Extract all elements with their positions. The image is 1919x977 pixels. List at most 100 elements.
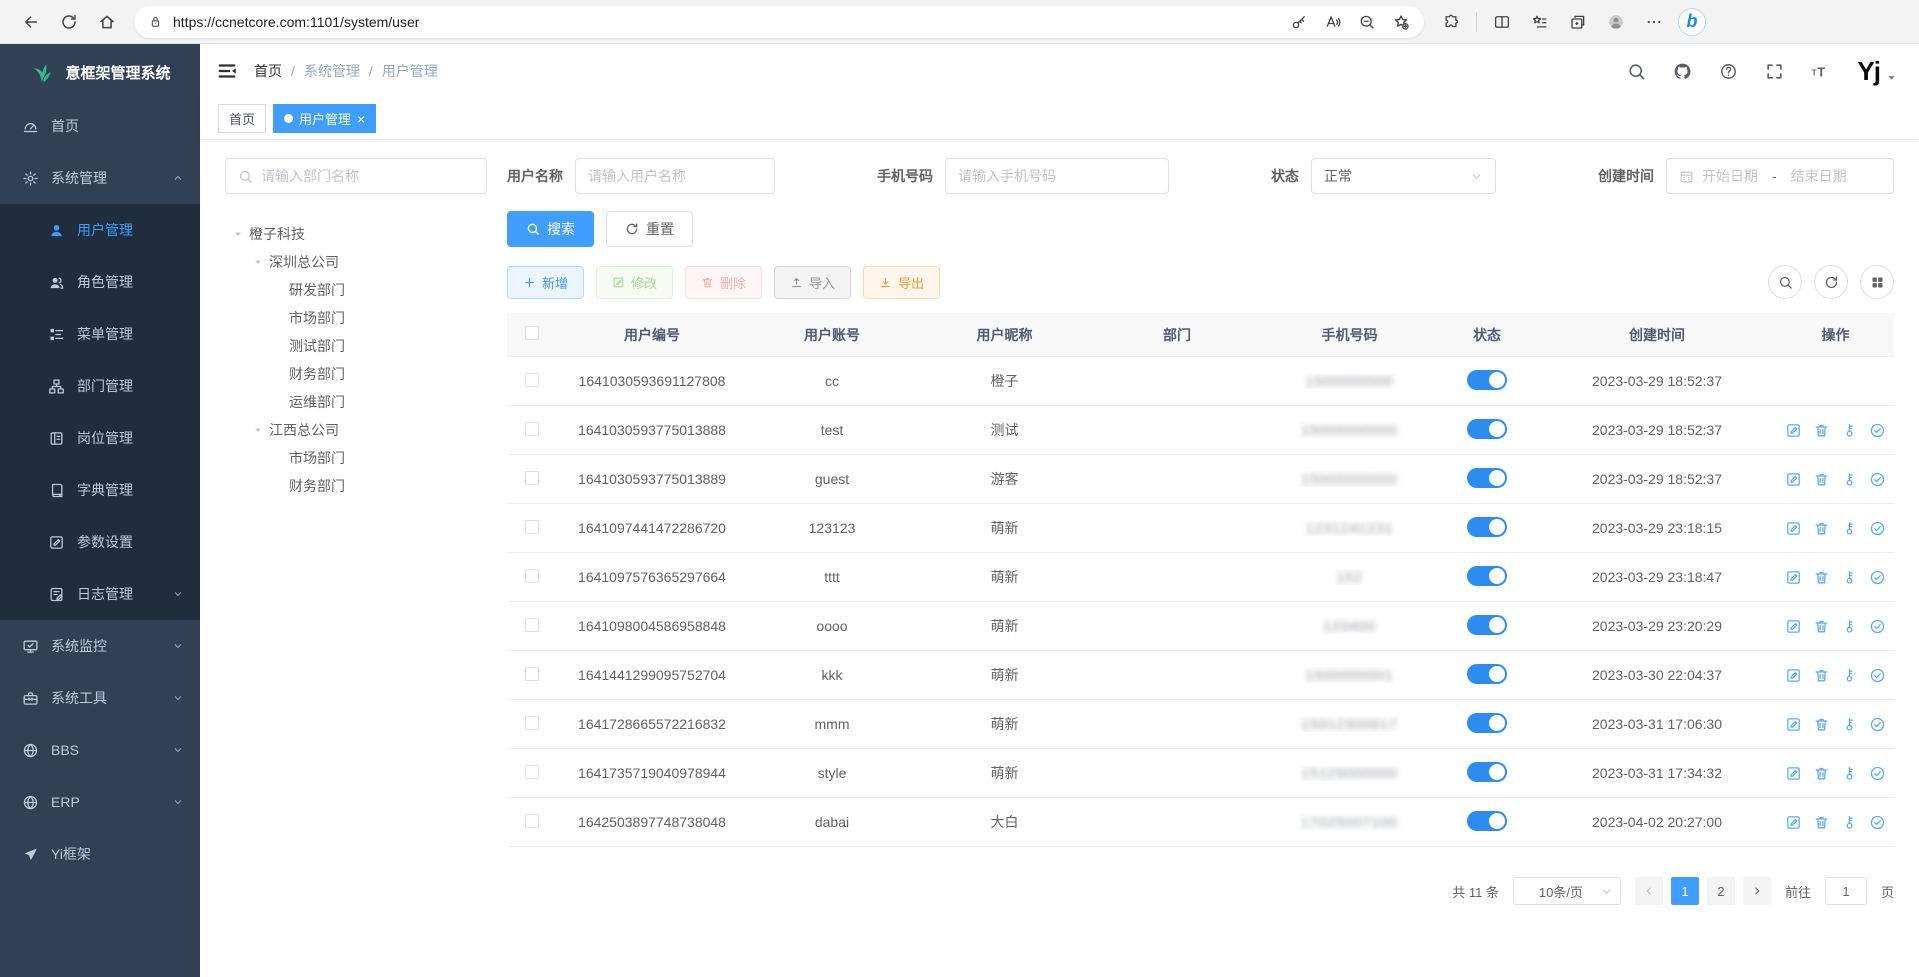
edit-row-button[interactable] <box>1785 765 1802 782</box>
row-checkbox[interactable] <box>525 519 539 534</box>
delete-row-button[interactable] <box>1813 569 1830 586</box>
tree-node[interactable]: 财务部门 <box>225 472 487 500</box>
password-key-icon[interactable] <box>1284 7 1314 37</box>
tree-node[interactable]: 江西总公司 <box>225 416 487 444</box>
column-settings-button[interactable] <box>1860 265 1894 299</box>
status-toggle[interactable] <box>1467 614 1507 635</box>
page-size-select[interactable]: 10条/页 <box>1512 877 1621 905</box>
import-button[interactable]: 导入 <box>774 265 852 299</box>
username-input[interactable]: 请输入用户名称 <box>575 158 775 194</box>
assign-role-button[interactable] <box>1869 765 1886 782</box>
sidebar-item-item-13[interactable]: ERP <box>0 776 200 828</box>
modify-button[interactable]: 修改 <box>596 265 674 299</box>
sidebar-item-user-2[interactable]: 用户管理 <box>0 204 200 256</box>
assign-role-button[interactable] <box>1869 667 1886 684</box>
sidebar-item-dict-7[interactable]: 字典管理 <box>0 464 200 516</box>
add-button[interactable]: 新增 <box>507 265 585 299</box>
edit-row-button[interactable] <box>1785 569 1802 586</box>
fullscreen-icon[interactable] <box>1765 62 1784 81</box>
more-menu-icon[interactable] <box>1637 5 1671 39</box>
reset-password-button[interactable] <box>1841 520 1858 537</box>
user-menu[interactable]: Yj <box>1857 58 1897 84</box>
reset-password-button[interactable] <box>1841 765 1858 782</box>
reset-button[interactable]: 重置 <box>606 211 693 247</box>
caret-down-icon[interactable] <box>231 227 245 241</box>
phone-input[interactable]: 请输入手机号码 <box>945 158 1169 194</box>
sidebar-item-users-3[interactable]: 角色管理 <box>0 256 200 308</box>
row-checkbox[interactable] <box>525 666 539 681</box>
status-toggle[interactable] <box>1467 712 1507 733</box>
delete-row-button[interactable] <box>1813 814 1830 831</box>
refresh-icon[interactable] <box>52 5 86 39</box>
sidebar-item-item-12[interactable]: BBS <box>0 724 200 776</box>
tab-user-management[interactable]: 用户管理 × <box>273 104 377 133</box>
row-checkbox[interactable] <box>525 421 539 436</box>
sidebar-item-dashboard-0[interactable]: 首页 <box>0 100 200 152</box>
split-screen-icon[interactable] <box>1485 5 1519 39</box>
row-checkbox[interactable] <box>525 764 539 779</box>
reset-password-button[interactable] <box>1841 667 1858 684</box>
assign-role-button[interactable] <box>1869 716 1886 733</box>
tree-node[interactable]: 市场部门 <box>225 304 487 332</box>
prev-page-button[interactable] <box>1634 877 1663 905</box>
caret-down-icon[interactable] <box>251 423 265 437</box>
table-search-toggle-button[interactable] <box>1768 265 1802 299</box>
edit-row-button[interactable] <box>1785 814 1802 831</box>
delete-row-button[interactable] <box>1813 765 1830 782</box>
github-icon[interactable] <box>1673 62 1692 81</box>
collections-icon[interactable] <box>1561 5 1595 39</box>
back-icon[interactable] <box>14 5 48 39</box>
assign-role-button[interactable] <box>1869 569 1886 586</box>
tab-home[interactable]: 首页 <box>218 104 267 133</box>
help-icon[interactable] <box>1719 62 1738 81</box>
assign-role-button[interactable] <box>1869 520 1886 537</box>
tree-node[interactable]: 测试部门 <box>225 332 487 360</box>
edit-row-button[interactable] <box>1785 716 1802 733</box>
delete-button[interactable]: 删除 <box>685 265 763 299</box>
home-icon[interactable] <box>90 5 124 39</box>
assign-role-button[interactable] <box>1869 422 1886 439</box>
assign-role-button[interactable] <box>1869 471 1886 488</box>
delete-row-button[interactable] <box>1813 471 1830 488</box>
search-button[interactable]: 搜索 <box>507 211 594 247</box>
sidebar-item-toolbox-11[interactable]: 系统工具 <box>0 672 200 724</box>
edit-row-button[interactable] <box>1785 667 1802 684</box>
edit-row-button[interactable] <box>1785 422 1802 439</box>
tree-node[interactable]: 财务部门 <box>225 360 487 388</box>
status-toggle[interactable] <box>1467 663 1507 684</box>
edit-row-button[interactable] <box>1785 618 1802 635</box>
breadcrumb-home[interactable]: 首页 <box>254 63 282 79</box>
page-button-1[interactable]: 1 <box>1670 877 1699 905</box>
edit-row-button[interactable] <box>1785 471 1802 488</box>
status-toggle[interactable] <box>1467 810 1507 831</box>
status-toggle[interactable] <box>1467 418 1507 439</box>
next-page-button[interactable] <box>1742 877 1771 905</box>
table-refresh-button[interactable] <box>1814 265 1848 299</box>
address-bar[interactable]: https://ccnetcore.com:1101/system/user <box>134 5 1424 38</box>
favorites-bar-icon[interactable] <box>1523 5 1557 39</box>
tree-node[interactable]: 研发部门 <box>225 276 487 304</box>
app-logo[interactable]: 意框架管理系统 <box>0 44 200 100</box>
reset-password-button[interactable] <box>1841 814 1858 831</box>
row-checkbox[interactable] <box>525 715 539 730</box>
assign-role-button[interactable] <box>1869 814 1886 831</box>
tree-node[interactable]: 深圳总公司 <box>225 248 487 276</box>
date-range-picker[interactable]: 开始日期 - 结束日期 <box>1666 158 1894 194</box>
caret-down-icon[interactable] <box>251 255 265 269</box>
sidebar-item-editsq-8[interactable]: 参数设置 <box>0 516 200 568</box>
select-all-checkbox[interactable] <box>525 326 539 340</box>
status-toggle[interactable] <box>1467 516 1507 537</box>
sidebar-item-logdoc-9[interactable]: 日志管理 <box>0 568 200 620</box>
goto-page-input[interactable]: 1 <box>1824 877 1867 905</box>
sidebar-item-gear-1[interactable]: 系统管理 <box>0 152 200 204</box>
row-checkbox[interactable] <box>525 617 539 632</box>
sidebar-fold-icon[interactable] <box>216 60 238 82</box>
sidebar-item-post-6[interactable]: 岗位管理 <box>0 412 200 464</box>
reset-password-button[interactable] <box>1841 569 1858 586</box>
row-checkbox[interactable] <box>525 470 539 485</box>
extensions-icon[interactable] <box>1434 5 1468 39</box>
bing-chat-icon[interactable]: b <box>1675 5 1709 39</box>
tab-close-icon[interactable]: × <box>357 110 366 127</box>
export-button[interactable]: 导出 <box>863 265 941 299</box>
